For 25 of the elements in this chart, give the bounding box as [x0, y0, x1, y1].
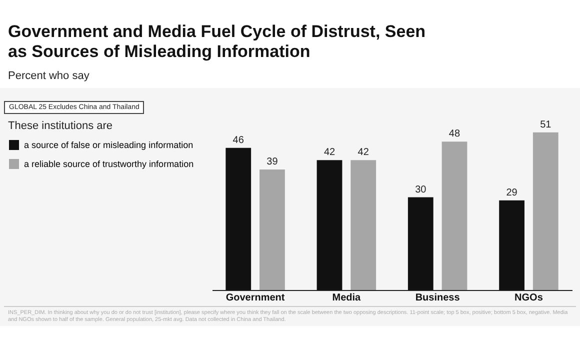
legend-label: a reliable source of trustworthy information — [24, 159, 194, 169]
x-tick-label: NGOs — [514, 292, 544, 304]
legend-label: a source of false or misleading information — [24, 140, 194, 150]
data-label: 51 — [540, 119, 552, 130]
bar — [350, 160, 376, 290]
bar — [499, 200, 524, 290]
chart-title: Government and Media Fuel Cycle of Distrust, Seen as Sources of Misleading Information — [7, 21, 427, 62]
data-label: 46 — [232, 134, 244, 146]
legend-title: These institutions are — [8, 120, 113, 132]
bar — [260, 169, 285, 290]
data-label: 29 — [506, 187, 518, 198]
x-tick-label: Business — [415, 292, 460, 304]
bar — [316, 160, 342, 290]
x-tick-label: Government — [226, 292, 286, 304]
data-label: 42 — [358, 147, 370, 158]
x-tick-label: Media — [332, 292, 362, 304]
bar — [532, 132, 558, 290]
data-label: 42 — [324, 147, 336, 158]
data-label: 39 — [266, 156, 278, 168]
bar — [226, 148, 252, 290]
data-label: 48 — [448, 128, 460, 140]
data-label: 30 — [415, 184, 427, 196]
text: Percent who say — [7, 69, 90, 84]
bar — [408, 197, 434, 290]
bar — [442, 142, 468, 290]
